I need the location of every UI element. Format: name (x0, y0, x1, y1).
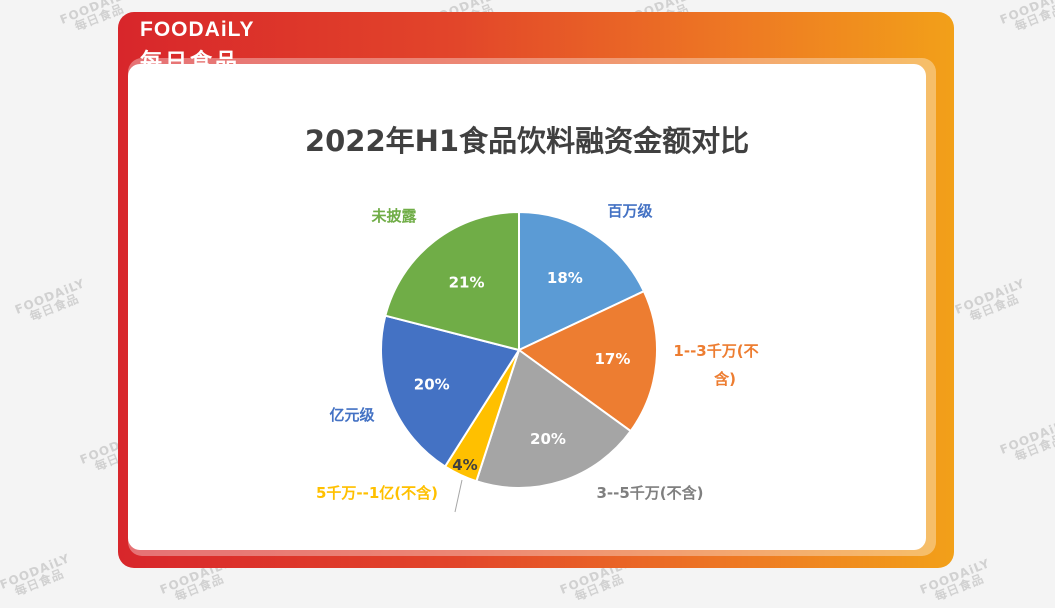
slice-name-label: 亿元级 (329, 406, 375, 424)
pie-slice (518, 210, 646, 352)
pie-slice (517, 289, 658, 433)
slice-value-label: 20% (414, 376, 450, 394)
slice-value-label: 4% (452, 456, 477, 474)
pie-chart: 18% 百万级 17% 1--3千万(不含) 20% 3--5千万(不含) 4% 5千万--1… (316, 202, 759, 513)
slice-value-label: 21% (449, 273, 485, 291)
leader-line (454, 479, 463, 513)
pie-slice (384, 210, 520, 352)
slice-name-label: 3--5千万(不含) (596, 484, 703, 502)
logo-text-cn: 每日食品 (140, 50, 241, 75)
slice-name-label: 未披露 (370, 207, 417, 225)
slice-name-label: 1--3千万(不含) (673, 342, 758, 388)
logo-text-en: FOODAiLY (140, 18, 255, 41)
slice-value-label: 18% (547, 269, 583, 287)
slice-value-label: 20% (530, 430, 566, 448)
chart-title: 2022年H1食品饮料融资金额对比 (304, 124, 750, 158)
pie-slice (380, 314, 521, 468)
slice-name-label: 百万级 (607, 202, 653, 220)
pie-slice (475, 348, 633, 489)
slice-value-label: 17% (594, 350, 630, 368)
slice-name-label: 5千万--1亿(不含) (316, 484, 438, 502)
foodaily-logo: FOODAiLY 每日食品 (126, 12, 302, 75)
